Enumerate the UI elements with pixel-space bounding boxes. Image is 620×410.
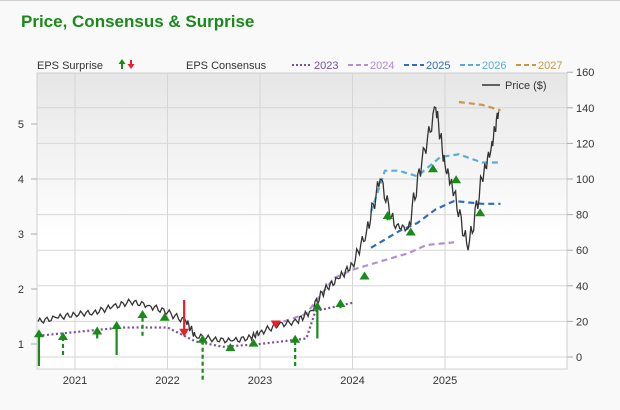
x-axis-label: 2025: [433, 375, 457, 387]
arrow-up-icon: [197, 334, 208, 343]
consensus-line-2026: [369, 153, 501, 213]
arrow-up-icon: [225, 343, 236, 351]
legend-label-2027: 2027: [538, 60, 562, 72]
right-axis-label: 120: [576, 138, 594, 150]
arrow-up-icon: [427, 164, 438, 173]
legend-label-2024: 2024: [370, 60, 394, 72]
arrow-up-icon: [57, 332, 68, 340]
consensus-line-2025: [370, 199, 501, 249]
arrow-up-icon: [335, 299, 346, 307]
x-axis-label: 2023: [248, 375, 272, 387]
price-line: [37, 105, 500, 344]
arrow-up-icon: [137, 310, 148, 318]
arrow-up-icon: [359, 271, 370, 280]
right-axis-label: 0: [576, 352, 582, 364]
axes: 5 4 3 2 1 160 140 120 100 80 60 40 20 0 2021 2022 2023 20…: [18, 67, 594, 387]
left-axis-label: 1: [18, 339, 24, 351]
arrow-up-icon: [111, 321, 122, 329]
arrow-up-icon: [248, 338, 259, 347]
x-axis-label: 2021: [63, 375, 87, 387]
left-axis-label: 3: [18, 229, 24, 241]
consensus-line-2024: [273, 241, 455, 326]
top-border: [0, 0, 620, 1]
legend-label-2026: 2026: [482, 60, 506, 72]
left-axis-label: 4: [18, 174, 24, 186]
consensus-lines: [37, 100, 501, 348]
legend-eps-surprise-label: EPS Surprise: [37, 60, 103, 72]
arrow-up-icon: [159, 312, 170, 321]
arrow-up-icon: [312, 301, 323, 310]
right-axis-label: 20: [576, 316, 588, 328]
consensus-line-2027: [458, 100, 501, 112]
left-axis-label: 2: [18, 284, 24, 296]
legend: EPS Surprise EPS Consensus 2023 2024 2025 202…: [37, 59, 562, 92]
left-axis-label: 5: [18, 119, 24, 131]
arrow-up-icon: [451, 175, 462, 184]
chart-title: Price, Consensus & Surprise: [21, 12, 255, 31]
legend-eps-consensus-label: EPS Consensus: [186, 60, 267, 72]
right-axis-label: 40: [576, 281, 588, 293]
arrow-up-icon: [475, 208, 486, 217]
right-axis-label: 100: [576, 174, 594, 186]
right-axis-label: 140: [576, 103, 594, 115]
arrow-up-icon: [118, 59, 126, 64]
price-line-path: [37, 105, 500, 344]
arrow-down-icon: [270, 320, 281, 329]
arrow-up-icon: [405, 227, 416, 236]
arrow-up-icon: [382, 211, 393, 219]
surprise-arrows: [33, 164, 486, 380]
consensus-line-2023: [37, 301, 353, 348]
arrow-down-icon: [179, 328, 190, 337]
arrow-up-icon: [290, 334, 301, 343]
legend-label-2023: 2023: [314, 60, 338, 72]
arrow-up-icon: [33, 329, 44, 338]
arrow-up-icon: [92, 326, 103, 335]
x-axis-label: 2022: [155, 375, 179, 387]
arrow-down-icon: [127, 64, 135, 69]
right-axis-label: 60: [576, 245, 588, 257]
legend-price-label: Price ($): [505, 80, 547, 92]
right-axis-label: 80: [576, 210, 588, 222]
x-axis-label: 2024: [340, 375, 364, 387]
right-axis-label: 160: [576, 67, 594, 79]
legend-label-2025: 2025: [426, 60, 450, 72]
